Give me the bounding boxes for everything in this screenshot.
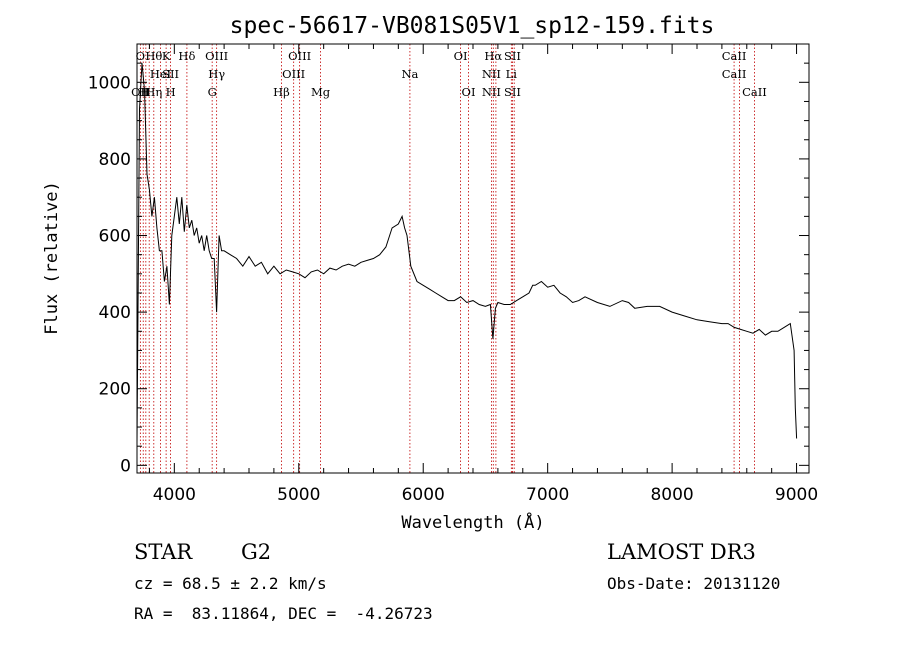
line-label: OIII [288, 49, 311, 63]
line-label: G [208, 85, 217, 99]
y-tick-label: 600 [99, 227, 131, 247]
line-label: Li [506, 67, 518, 81]
y-tick-label: 400 [99, 303, 131, 323]
line-label: Hγ [208, 67, 225, 81]
x-tick-label: 5000 [277, 485, 320, 505]
line-label: OIII [282, 67, 305, 81]
object-subclass: G2 [241, 540, 272, 564]
line-label: CaII [722, 67, 747, 81]
spectrum-line [136, 63, 798, 443]
x-axis-ticks: 4000 5000 6000 7000 8000 9000 [148, 44, 818, 505]
line-label: O [136, 49, 145, 63]
line-label: Hβ [273, 85, 290, 99]
line-label: NII [482, 85, 501, 99]
line-label: H [141, 85, 151, 99]
x-tick-label: 8000 [650, 485, 693, 505]
coordinates: RA = 83.11864, DEC = -4.26723 [134, 604, 433, 623]
line-label: CaII [722, 49, 747, 63]
line-label: NII [482, 67, 501, 81]
line-label: Hθ [145, 49, 162, 63]
y-tick-label: 1000 [88, 73, 131, 93]
x-tick-label: 4000 [153, 485, 196, 505]
line-label: H [166, 85, 176, 99]
spectrum-chart: spec-56617-VB081S05V1_sp12-159.fits O OII… [42, 13, 818, 533]
y-tick-label: 800 [99, 150, 131, 170]
y-axis-ticks: 0 200 400 600 800 1000 [88, 43, 809, 476]
line-label: Mg [311, 85, 331, 99]
line-label: OIII [205, 49, 228, 63]
line-label: Na [401, 67, 418, 81]
line-label: H [138, 85, 148, 99]
spectral-line-markers [139, 44, 755, 473]
line-label: K [162, 49, 171, 63]
line-label: SII [504, 85, 521, 99]
line-label: Hη [145, 85, 162, 99]
chart-title: spec-56617-VB081S05V1_sp12-159.fits [230, 13, 715, 39]
line-label: HeI [150, 67, 171, 81]
line-label: SII [504, 49, 521, 63]
x-tick-label: 7000 [526, 485, 569, 505]
line-label: Hα [484, 49, 502, 63]
x-tick-label: 6000 [402, 485, 445, 505]
observation-date: Obs-Date: 20131120 [607, 574, 781, 593]
plot-frame [136, 43, 810, 474]
redshift-cz: cz = 68.5 ± 2.2 km/s [134, 574, 327, 593]
y-tick-label: 200 [99, 380, 131, 400]
line-label: SII [162, 67, 179, 81]
line-label: OI [454, 49, 468, 63]
y-axis-label: Flux (relative) [42, 181, 62, 335]
line-label: CaII [742, 85, 767, 99]
y-tick-label: 0 [120, 456, 131, 476]
object-class: STAR [134, 540, 193, 564]
x-axis-label: Wavelength (Å) [401, 511, 544, 533]
line-label: Hδ [178, 49, 195, 63]
line-label: OI [462, 85, 476, 99]
x-tick-label: 9000 [775, 485, 818, 505]
spectral-line-labels: OOIIHHHθHηHeIKSIIHHδGOIIIHγHβOIIIOIIIMgN… [131, 49, 767, 99]
survey-name: LAMOST DR3 [607, 540, 756, 564]
